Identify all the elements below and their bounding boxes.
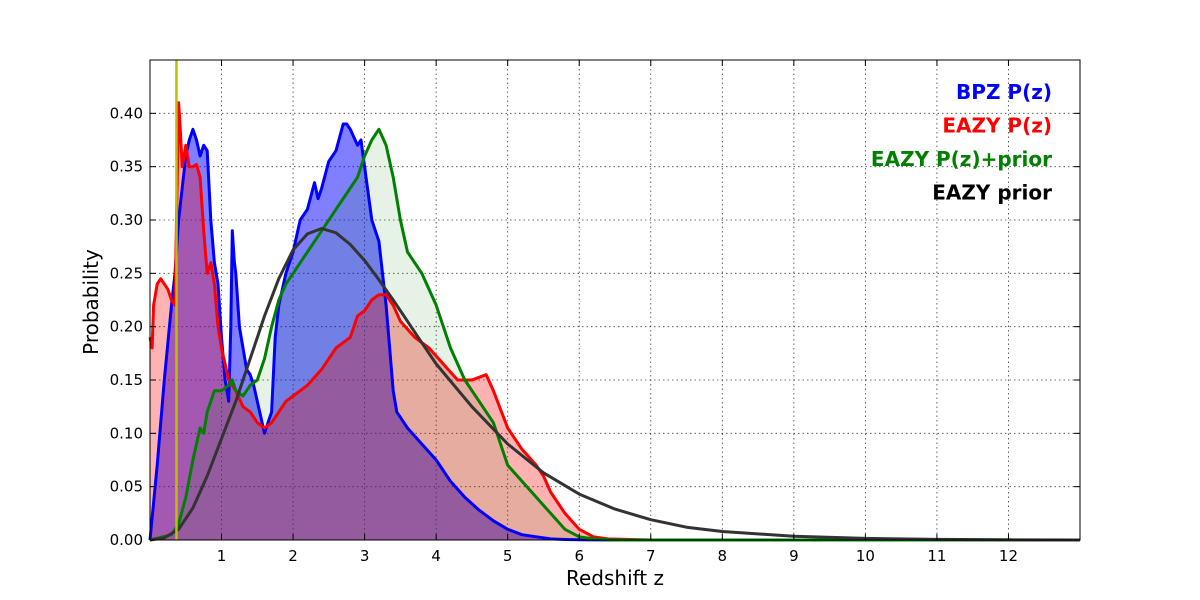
legend: BPZ P(z) EAZY P(z) EAZY P(z)+prior EAZY pri… bbox=[871, 80, 1052, 205]
x-tick-label: 11 bbox=[927, 547, 946, 565]
legend-entry: EAZY P(z)+prior bbox=[871, 147, 1052, 171]
series-line-eazy-p-z bbox=[148, 101, 1080, 542]
series-areas bbox=[150, 102, 1080, 541]
legend-entry: EAZY P(z) bbox=[942, 114, 1052, 138]
y-tick-label: 0.25 bbox=[110, 264, 143, 282]
x-tick-label: 12 bbox=[999, 547, 1018, 565]
x-tick-label: 9 bbox=[789, 547, 799, 565]
x-tick-label: 5 bbox=[503, 547, 513, 565]
series-area-bpz-p-z bbox=[150, 124, 1080, 540]
x-tick-label: 1 bbox=[217, 547, 227, 565]
y-tick-label: 0.35 bbox=[110, 158, 143, 176]
legend-entry: BPZ P(z) bbox=[956, 80, 1052, 104]
y-tick-label: 0.00 bbox=[110, 531, 143, 549]
axis-ticks: 1 2 3 4 5 6 7 8 9 10 11 120.000.050.100.150.200.250… bbox=[110, 60, 1080, 565]
y-tick-label: 0.10 bbox=[110, 424, 143, 442]
x-tick-label: 2 bbox=[288, 547, 298, 565]
y-tick-label: 0.20 bbox=[110, 318, 143, 336]
y-tick-label: 0.05 bbox=[110, 478, 143, 496]
series-line-eazy-prior bbox=[149, 227, 1081, 542]
series-area-eazy-p-z-prior bbox=[150, 129, 1080, 541]
series-area-eazy-p-z bbox=[150, 102, 1080, 540]
y-tick-label: 0.15 bbox=[110, 371, 143, 389]
x-axis-label: Redshift z bbox=[566, 566, 664, 590]
x-tick-label: 10 bbox=[856, 547, 875, 565]
x-tick-label: 6 bbox=[574, 547, 584, 565]
x-tick-label: 8 bbox=[718, 547, 728, 565]
y-tick-label: 0.40 bbox=[110, 104, 143, 122]
x-tick-label: 3 bbox=[360, 547, 370, 565]
plot-frame bbox=[149, 59, 1081, 541]
x-tick-label: 4 bbox=[431, 547, 441, 565]
legend-entry: EAZY prior bbox=[932, 181, 1052, 205]
series-line-eazy-p-z-prior bbox=[149, 127, 1080, 542]
series-line-bpz-p-z bbox=[148, 122, 1080, 542]
y-tick-label: 0.30 bbox=[110, 211, 143, 229]
y-axis-label: Probability bbox=[79, 249, 103, 355]
series-lines bbox=[148, 101, 1081, 542]
x-tick-label: 7 bbox=[646, 547, 656, 565]
